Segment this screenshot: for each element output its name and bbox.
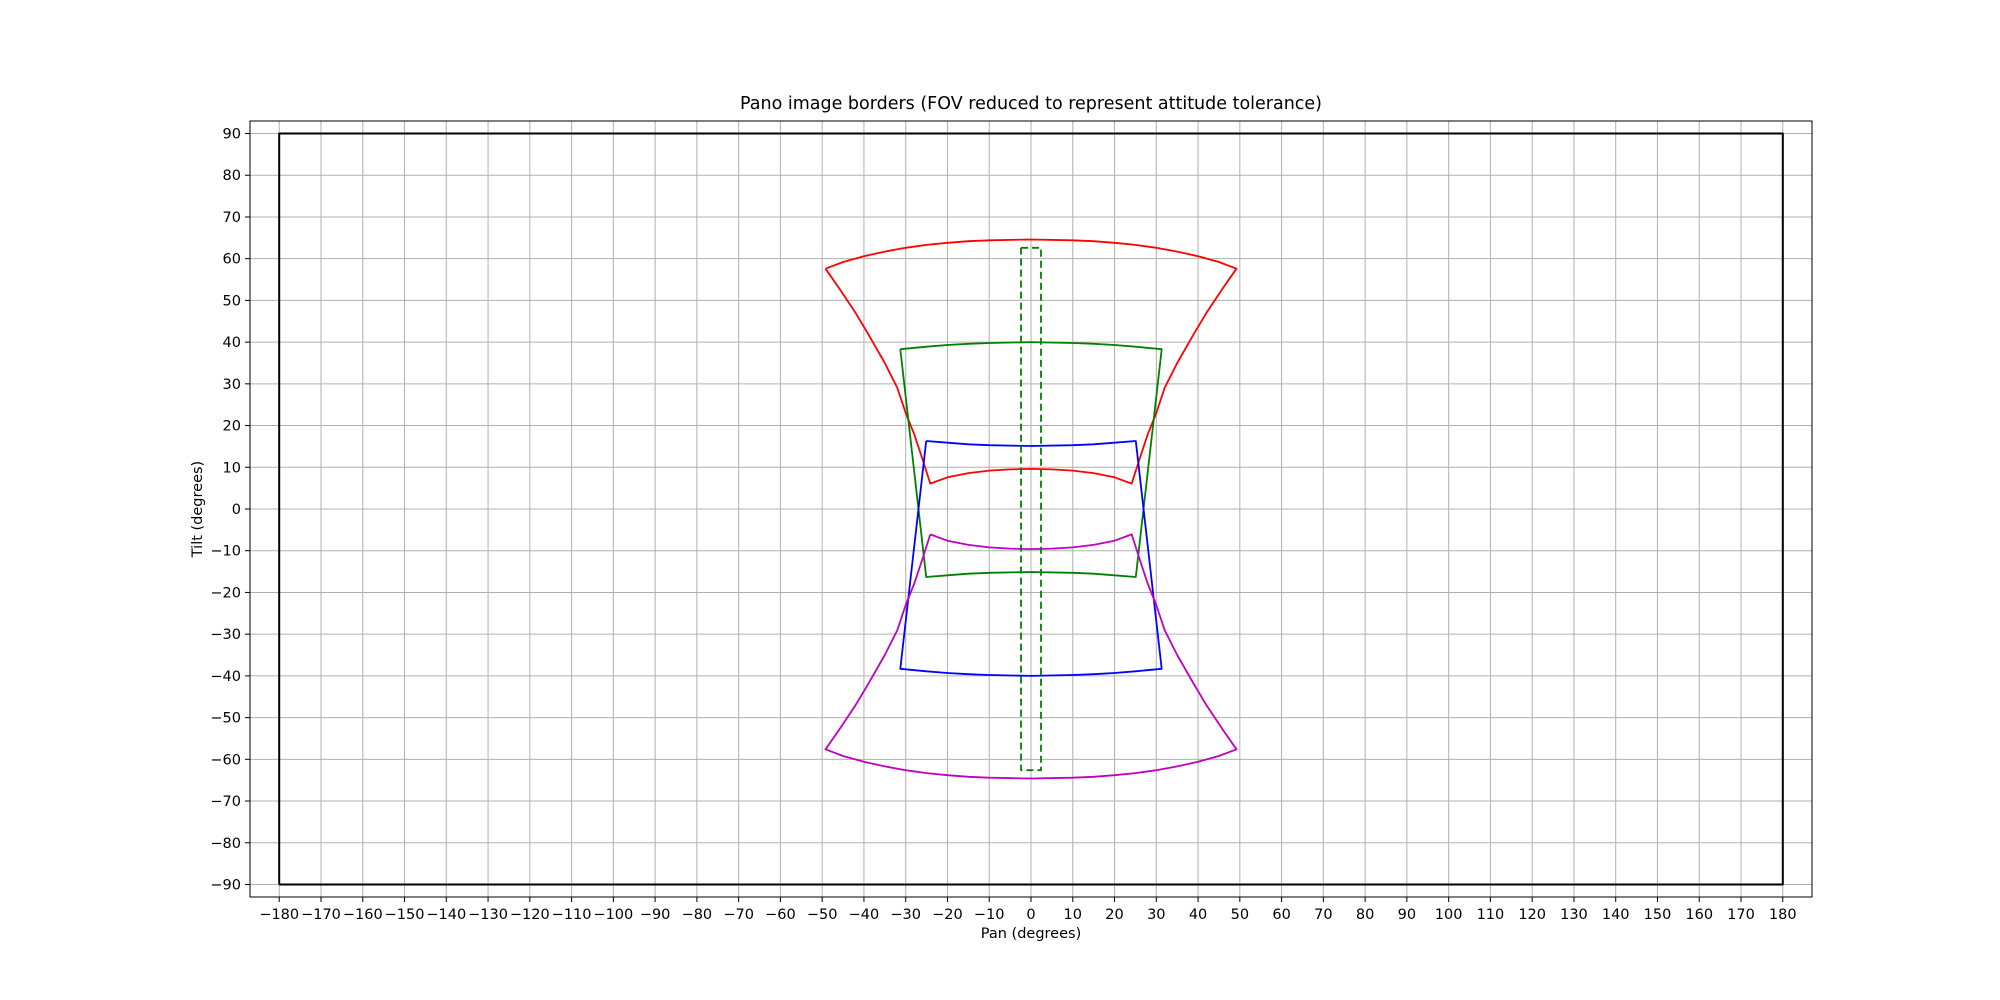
x-tick-label: −120 <box>510 907 550 923</box>
x-tick-label: 170 <box>1727 907 1755 923</box>
x-tick-label: 80 <box>1356 907 1374 923</box>
series-line-2 <box>899 341 1163 578</box>
x-tick-label: 40 <box>1189 907 1207 923</box>
x-tick-label: 60 <box>1272 907 1290 923</box>
x-tick-label: −90 <box>640 907 671 923</box>
x-tick-label: −30 <box>890 907 921 923</box>
y-tick-label: 10 <box>223 460 241 476</box>
y-tick-label: −90 <box>210 877 241 893</box>
x-tick-label: −160 <box>343 907 383 923</box>
x-tick-label: 160 <box>1685 907 1713 923</box>
y-tick-label: −70 <box>210 794 241 810</box>
y-tick-label: 50 <box>223 293 241 309</box>
x-tick-label: −150 <box>385 907 425 923</box>
x-axis-label: Pan (degrees) <box>981 926 1081 942</box>
y-tick-label: −80 <box>210 836 241 852</box>
x-tick-label: −110 <box>552 907 592 923</box>
series-line-4 <box>824 533 1238 780</box>
x-tick-label: −60 <box>765 907 796 923</box>
x-tick-label: −50 <box>807 907 838 923</box>
x-tick-label: 140 <box>1602 907 1630 923</box>
x-tick-label: 130 <box>1560 907 1588 923</box>
series-line-5 <box>1020 246 1042 772</box>
x-tick-label: 50 <box>1231 907 1249 923</box>
y-tick-label: 30 <box>223 377 241 393</box>
x-tick-label: 0 <box>1026 907 1035 923</box>
x-tick-label: 10 <box>1064 907 1082 923</box>
x-tick-label: 100 <box>1435 907 1463 923</box>
x-tick-label: 110 <box>1477 907 1505 923</box>
x-tick-label: −100 <box>593 907 633 923</box>
x-tick-label: −170 <box>301 907 341 923</box>
x-axis-ticks: −180 −170 −160 −150 −140 −130 −120 −110 −100 −90−… <box>259 897 1797 923</box>
x-tick-label: −130 <box>468 907 508 923</box>
x-tick-label: −180 <box>259 907 299 923</box>
chart-title: Pano image borders (FOV reduced to repre… <box>740 94 1322 114</box>
y-tick-label: 20 <box>223 419 241 435</box>
x-tick-label: −40 <box>849 907 880 923</box>
x-tick-label: −10 <box>974 907 1005 923</box>
x-tick-label: 20 <box>1105 907 1123 923</box>
grid <box>250 121 1812 897</box>
y-tick-label: 70 <box>223 210 241 226</box>
x-tick-label: −80 <box>682 907 713 923</box>
y-tick-label: 40 <box>223 335 241 351</box>
x-tick-label: 150 <box>1644 907 1672 923</box>
y-tick-label: −30 <box>210 627 241 643</box>
y-tick-label: 60 <box>223 252 241 268</box>
x-tick-label: 90 <box>1398 907 1416 923</box>
x-tick-label: 180 <box>1769 907 1797 923</box>
y-tick-label: −40 <box>210 669 241 685</box>
series-line-1 <box>824 238 1238 485</box>
x-tick-label: −140 <box>426 907 466 923</box>
x-tick-label: 30 <box>1147 907 1165 923</box>
y-tick-label: −50 <box>210 711 241 727</box>
x-tick-label: −20 <box>932 907 963 923</box>
series-line-0 <box>278 132 1784 886</box>
y-tick-label: 0 <box>232 502 241 518</box>
y-axis-ticks: −90 −80 −70 −60 −50 −40 −30 −20 −10 0 10 20 30 40 50 60… <box>210 127 250 893</box>
y-axis-label: Tilt (degrees) <box>190 461 206 558</box>
y-tick-label: −20 <box>210 585 241 601</box>
series-layer <box>278 132 1784 886</box>
y-tick-label: 90 <box>223 127 241 143</box>
x-tick-label: −70 <box>723 907 754 923</box>
x-tick-label: 120 <box>1518 907 1546 923</box>
x-tick-label: 70 <box>1314 907 1332 923</box>
y-tick-label: −10 <box>210 544 241 560</box>
y-tick-label: 80 <box>223 168 241 184</box>
series-line-3 <box>899 440 1163 677</box>
y-tick-label: −60 <box>210 752 241 768</box>
